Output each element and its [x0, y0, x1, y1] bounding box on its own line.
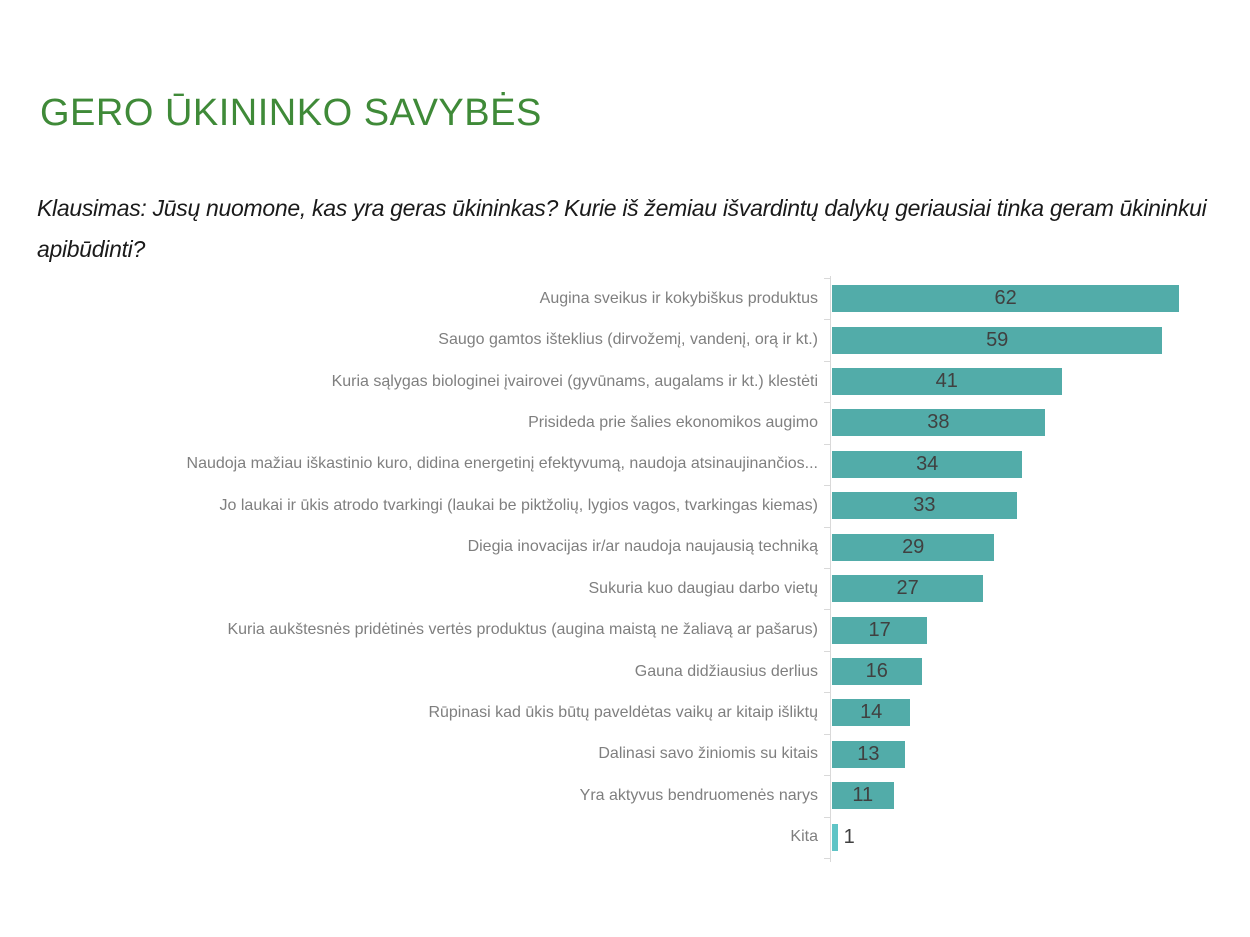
bar-track: 14	[830, 699, 1250, 727]
category-label: Gauna didžiausius derlius	[634, 662, 818, 680]
axis-tick	[824, 609, 830, 611]
axis-tick	[824, 650, 830, 652]
value-label: 33	[913, 494, 936, 517]
category-label: Naudoja mažiau iškastinio kuro, didina e…	[186, 455, 818, 473]
value-label: 14	[860, 701, 883, 724]
axis-tick	[824, 278, 830, 279]
chart-rows: Augina sveikus ir kokybiškus produktus 62…	[0, 278, 1250, 858]
category-label: Dalinasi savo žiniomis su kitais	[598, 745, 818, 763]
chart-row: Yra aktyvus bendruomenės narys 11	[0, 775, 1250, 816]
chart-row: Augina sveikus ir kokybiškus produktus 62	[0, 278, 1250, 319]
value-label: 16	[865, 660, 888, 682]
value-label: 41	[935, 370, 958, 393]
axis-tick	[824, 858, 830, 860]
axis-tick	[824, 568, 830, 569]
category-label: Prisideda prie šalies ekonomikos augimo	[528, 413, 818, 431]
y-axis-line	[830, 276, 831, 862]
bar: 62	[832, 285, 1180, 313]
axis-tick	[824, 319, 830, 321]
bar: 17	[832, 616, 928, 644]
bar: 11	[832, 782, 894, 810]
value-label: 17	[868, 618, 891, 641]
chart-row: Kuria aukštesnės pridėtinės vertės produ…	[0, 609, 1250, 650]
bar-track: 1	[830, 823, 1250, 851]
bar: 27	[832, 575, 984, 603]
axis-tick	[824, 692, 830, 694]
page-title: GERO ŪKININKO SAVYBĖS	[40, 92, 542, 134]
axis-tick	[824, 485, 830, 487]
bar-track: 62	[830, 285, 1250, 313]
category-label: Diegia inovacijas ir/ar naudoja naujausi…	[467, 538, 818, 556]
bar: 1	[832, 823, 855, 851]
bar-track: 17	[830, 616, 1250, 644]
value-label: 1	[843, 825, 855, 848]
axis-tick	[824, 402, 830, 404]
bar: 16	[832, 658, 922, 685]
bar-track: 29	[830, 533, 1250, 561]
axis-tick	[824, 443, 830, 445]
value-label: 38	[927, 411, 950, 434]
bar: 38	[832, 409, 1045, 437]
bar-track: 13	[830, 740, 1250, 768]
category-label: Jo laukai ir ūkis atrodo tvarkingi (lauk…	[219, 496, 818, 514]
value-label: 11	[852, 784, 874, 807]
value-label: 29	[902, 535, 925, 558]
axis-tick	[824, 360, 830, 362]
chart-row: Kita 1	[0, 816, 1250, 857]
axis-tick	[824, 733, 830, 735]
bar: 41	[832, 368, 1062, 396]
bar-track: 59	[830, 326, 1250, 354]
category-label: Yra aktyvus bendruomenės narys	[579, 786, 818, 804]
axis-tick	[824, 816, 830, 818]
bar: 59	[832, 326, 1163, 354]
category-label: Augina sveikus ir kokybiškus produktus	[539, 289, 818, 307]
chart-row: Sukuria kuo daugiau darbo vietų 27	[0, 568, 1250, 609]
category-label: Kita	[790, 828, 818, 846]
chart-row: Diegia inovacijas ir/ar naudoja naujausi…	[0, 527, 1250, 568]
bar: 29	[832, 533, 995, 561]
chart-row: Dalinasi savo žiniomis su kitais 13	[0, 734, 1250, 775]
chart-row: Gauna didžiausius derlius 16	[0, 651, 1250, 692]
axis-tick	[824, 775, 830, 777]
category-label: Saugo gamtos išteklius (dirvožemį, vande…	[438, 331, 818, 349]
chart-row: Naudoja mažiau iškastinio kuro, didina e…	[0, 444, 1250, 485]
bar: 13	[832, 740, 905, 768]
bar-track: 27	[830, 575, 1250, 603]
bar-track: 33	[830, 492, 1250, 520]
chart-row: Rūpinasi kad ūkis būtų paveldėtas vaikų …	[0, 692, 1250, 733]
value-label: 13	[857, 742, 880, 765]
chart-row: Kuria sąlygas biologinei įvairovei (gyvū…	[0, 361, 1250, 402]
category-label: Kuria aukštesnės pridėtinės vertės produ…	[227, 621, 818, 639]
bar-track: 41	[830, 368, 1250, 396]
bar-chart: Augina sveikus ir kokybiškus produktus 62…	[0, 276, 1250, 870]
bar-track: 34	[830, 450, 1250, 478]
value-label: 34	[916, 452, 939, 475]
bar: 14	[832, 699, 911, 727]
value-label: 59	[986, 328, 1009, 351]
bar: 34	[832, 450, 1023, 478]
chart-row: Jo laukai ir ūkis atrodo tvarkingi (lauk…	[0, 485, 1250, 526]
bar-track: 16	[830, 658, 1250, 685]
value-label: 27	[896, 577, 919, 600]
category-label: Sukuria kuo daugiau darbo vietų	[588, 579, 819, 597]
chart-row: Saugo gamtos išteklius (dirvožemį, vande…	[0, 319, 1250, 360]
bar-track: 11	[830, 782, 1250, 810]
category-label: Rūpinasi kad ūkis būtų paveldėtas vaikų …	[428, 703, 818, 721]
value-label: 62	[994, 287, 1017, 310]
axis-tick	[824, 526, 830, 528]
category-label: Kuria sąlygas biologinei įvairovei (gyvū…	[331, 372, 818, 390]
question-text: Klausimas: Jūsų nuomone, kas yra geras ū…	[37, 195, 1207, 262]
bar: 33	[832, 492, 1017, 520]
chart-row: Prisideda prie šalies ekonomikos augimo 3…	[0, 402, 1250, 443]
bar-track: 38	[830, 409, 1250, 437]
